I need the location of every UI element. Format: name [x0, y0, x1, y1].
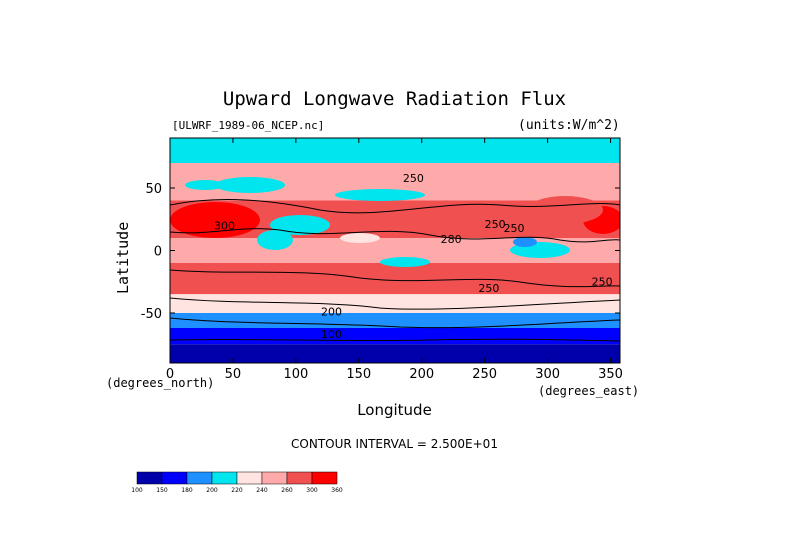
colorbar-level-label: 100 [131, 487, 143, 494]
colorbar-swatch [311, 471, 338, 485]
colorbar-level-label: 300 [306, 487, 318, 494]
x-tick-label: 200 [409, 367, 434, 382]
chart-title: Upward Longwave Radiation Flux [222, 88, 567, 110]
contour-line [170, 199, 620, 214]
cold-patch [215, 177, 285, 193]
cold-patch [513, 237, 537, 247]
latitude-band [170, 263, 620, 295]
x-ticks: 0 50 100 150 200 250 300 350 [166, 138, 623, 382]
contour-label: 250 [504, 222, 525, 235]
contour-label: 250 [478, 282, 499, 295]
contour-label: 250 [592, 276, 613, 289]
contour-label: 280 [441, 233, 462, 246]
x-units-label: (degrees_east) [538, 384, 640, 398]
colorbar-swatch [236, 471, 263, 485]
cold-patch [380, 257, 430, 267]
contour-line [170, 338, 620, 342]
y-units-label: (degrees_north) [106, 376, 215, 390]
colorbar-level-label: 180 [181, 487, 193, 494]
colorbar-swatch [186, 471, 213, 485]
x-tick-label: 50 [225, 367, 242, 382]
latitude-band [170, 344, 620, 363]
colorbar-swatch [286, 471, 313, 485]
x-tick-label: 250 [472, 367, 497, 382]
contour-lines [170, 199, 620, 342]
cold-patch [257, 230, 293, 250]
units-label: (units:W/m^2) [518, 118, 620, 133]
y-ticks: 50 0 -50 [141, 182, 620, 322]
latitude-band [170, 138, 620, 163]
colorbar-level-label: 360 [331, 487, 343, 494]
cold-patch [270, 215, 330, 235]
x-tick-label: 150 [346, 367, 371, 382]
contour-line [170, 317, 620, 329]
colorbar-swatch [261, 471, 288, 485]
colorbar-swatch [161, 471, 188, 485]
heat-patch [527, 196, 603, 224]
colorbar: 100 150 180 200 220 240 260 300 360 [131, 471, 343, 494]
heat-patch [395, 205, 505, 225]
heat-patch [170, 202, 260, 238]
colorbar-level-label: 220 [231, 487, 243, 494]
y-tick-label: -50 [141, 307, 162, 322]
contour-line [170, 297, 620, 310]
latitude-band [170, 328, 620, 345]
colorbar-level-label: 150 [156, 487, 168, 494]
x-tick-label: 350 [598, 367, 623, 382]
cold-patch [185, 180, 225, 190]
contour-label: 100 [321, 328, 342, 341]
colorbar-level-label: 240 [256, 487, 268, 494]
latitude-band [170, 294, 620, 313]
x-tick-label: 300 [535, 367, 560, 382]
contour-label: 300 [214, 219, 235, 232]
x-axis-label: Longitude [357, 401, 432, 419]
contour-label: 250 [485, 218, 506, 231]
colorbar-swatch [136, 471, 163, 485]
contour-line [170, 269, 620, 288]
cold-patch [340, 233, 380, 243]
x-tick-label: 0 [166, 367, 174, 382]
contour-label: 200 [321, 306, 342, 319]
y-tick-label: 50 [145, 182, 162, 197]
contour-label: 250 [403, 172, 424, 185]
contour-line [170, 228, 620, 243]
colorbar-level-label: 260 [281, 487, 293, 494]
colorbar-swatch [211, 471, 238, 485]
latitude-band [170, 313, 620, 328]
anomaly-patch-layer [170, 177, 620, 267]
x-tick-label: 100 [283, 367, 308, 382]
y-tick-label: 0 [154, 245, 162, 260]
cold-patch [335, 189, 425, 201]
colorbar-level-label: 200 [206, 487, 218, 494]
source-file-label: [ULWRF_1989-06_NCEP.nc] [172, 119, 325, 132]
contour-interval-text: CONTOUR INTERVAL = 2.500E+01 [291, 437, 498, 451]
